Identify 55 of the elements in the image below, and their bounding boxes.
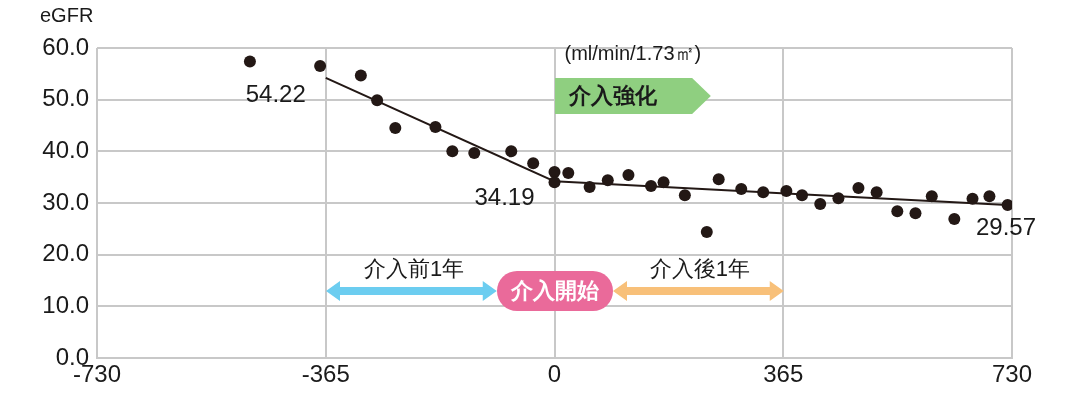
point (601, 174, 614, 187)
point (712, 173, 725, 186)
y-tick-label: 60.0 (42, 32, 89, 60)
y-tick-label: 20.0 (42, 239, 89, 267)
point (527, 157, 540, 170)
point (1001, 199, 1012, 212)
point (983, 190, 996, 203)
annotation: 介入開始 (496, 270, 613, 311)
x-tick-label: -365 (301, 360, 350, 388)
annotation: (ml/min/1.73㎡) (564, 41, 702, 66)
point (832, 192, 845, 205)
point (966, 192, 979, 205)
x-tick-label: 365 (763, 360, 804, 388)
point (505, 145, 518, 158)
point (870, 186, 883, 199)
point (389, 122, 402, 135)
data-label: 34.19 (474, 183, 535, 212)
point (354, 69, 367, 82)
annotation: 介入後1年 (648, 255, 751, 284)
data-label: 54.22 (245, 79, 306, 108)
annotation: 介入強化 (554, 78, 711, 115)
point (429, 121, 442, 134)
point (314, 60, 327, 73)
point (852, 182, 865, 195)
point (780, 185, 793, 198)
y-tick-label: 10.0 (42, 290, 89, 318)
point (622, 169, 635, 182)
point (678, 189, 691, 202)
y-tick-label: 40.0 (42, 135, 89, 163)
point (700, 225, 713, 238)
point (583, 180, 596, 193)
y-axis-title: eGFR (40, 4, 94, 27)
annotation: 介入前1年 (363, 255, 466, 284)
x-tick-label: 730 (991, 360, 1033, 388)
point (657, 176, 670, 189)
x-tick-label: 0 (547, 360, 562, 388)
point (735, 183, 748, 196)
point (909, 207, 922, 220)
point (243, 55, 256, 68)
point (796, 189, 809, 202)
point (446, 145, 459, 158)
point (948, 213, 961, 226)
point (891, 205, 904, 218)
point (548, 176, 561, 189)
point (814, 198, 827, 211)
data-label: 29.57 (976, 213, 1037, 242)
y-tick-label: 50.0 (42, 84, 89, 112)
point (548, 166, 561, 178)
point (468, 146, 481, 159)
point (371, 94, 384, 107)
point (562, 167, 575, 180)
point (645, 179, 658, 192)
y-tick-label: 30.0 (42, 187, 89, 215)
point (925, 190, 938, 203)
point (757, 186, 770, 199)
